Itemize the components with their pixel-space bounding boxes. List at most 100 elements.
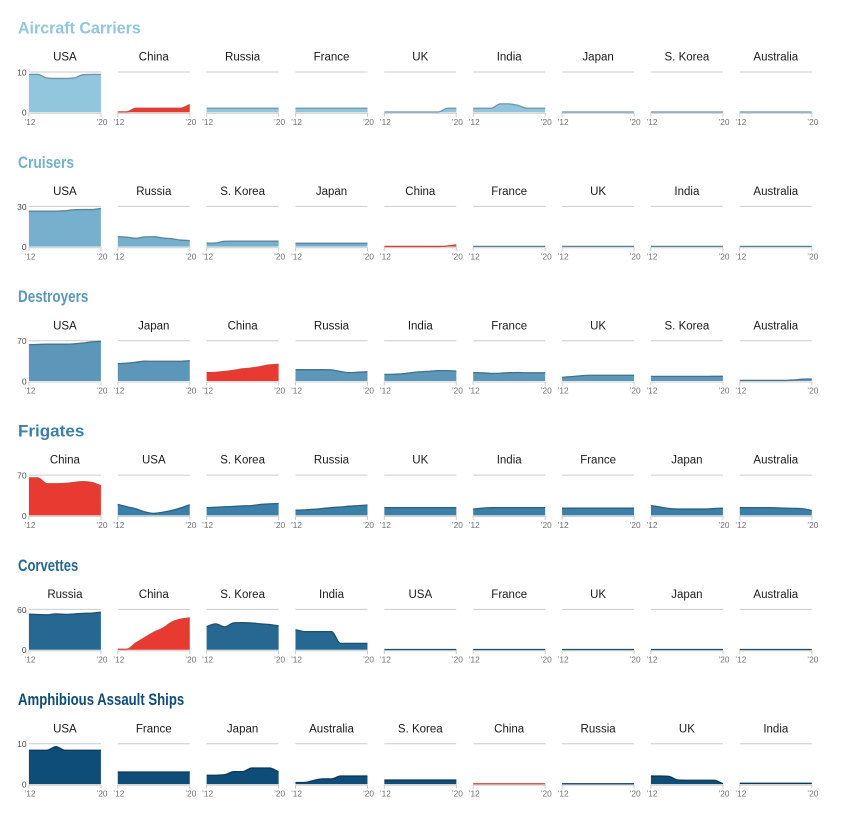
svg-text:’12: ’12: [646, 386, 657, 396]
svg-text:60: 60: [17, 605, 27, 615]
svg-text:’20: ’20: [807, 520, 818, 530]
svg-text:Russia: Russia: [225, 52, 261, 64]
svg-text:’12: ’12: [291, 789, 302, 799]
svg-text:’20: ’20: [541, 117, 552, 127]
svg-text:Russia: Russia: [314, 320, 350, 332]
svg-text:Cruisers: Cruisers: [18, 153, 74, 172]
svg-text:’12: ’12: [735, 117, 746, 127]
svg-text:UK: UK: [590, 320, 606, 332]
svg-text:’12: ’12: [24, 251, 35, 261]
svg-text:’12: ’12: [24, 789, 35, 799]
svg-text:’12: ’12: [113, 789, 124, 799]
svg-text:’12: ’12: [558, 117, 569, 127]
svg-text:0: 0: [22, 645, 27, 655]
svg-text:’12: ’12: [24, 520, 35, 530]
svg-text:’12: ’12: [469, 789, 480, 799]
svg-text:UK: UK: [679, 723, 695, 735]
svg-text:’20: ’20: [185, 251, 196, 261]
svg-text:India: India: [497, 455, 523, 467]
svg-text:’20: ’20: [96, 520, 107, 530]
svg-text:S. Korea: S. Korea: [220, 589, 265, 601]
svg-text:USA: USA: [142, 455, 166, 467]
svg-text:India: India: [319, 589, 345, 601]
svg-text:’12: ’12: [646, 117, 657, 127]
svg-text:’12: ’12: [735, 251, 746, 261]
svg-text:’20: ’20: [274, 520, 285, 530]
svg-text:’20: ’20: [807, 251, 818, 261]
svg-text:’12: ’12: [24, 654, 35, 664]
svg-text:Japan: Japan: [671, 455, 702, 467]
svg-text:’20: ’20: [274, 251, 285, 261]
svg-text:’20: ’20: [363, 251, 374, 261]
svg-text:China: China: [50, 455, 81, 467]
svg-text:China: China: [228, 320, 259, 332]
svg-text:’12: ’12: [202, 520, 213, 530]
svg-text:70: 70: [17, 471, 27, 481]
svg-text:’20: ’20: [718, 789, 729, 799]
svg-text:Corvettes: Corvettes: [18, 556, 78, 575]
svg-text:Japan: Japan: [227, 723, 258, 735]
svg-text:Australia: Australia: [753, 589, 798, 601]
svg-text:’12: ’12: [558, 520, 569, 530]
svg-text:0: 0: [22, 376, 27, 386]
svg-text:India: India: [408, 320, 434, 332]
svg-text:’20: ’20: [541, 251, 552, 261]
svg-text:Japan: Japan: [582, 52, 613, 64]
svg-text:’12: ’12: [646, 520, 657, 530]
svg-text:0: 0: [22, 511, 27, 521]
svg-text:’20: ’20: [96, 654, 107, 664]
svg-text:’20: ’20: [185, 654, 196, 664]
svg-text:’12: ’12: [202, 251, 213, 261]
svg-text:France: France: [136, 723, 172, 735]
svg-text:’20: ’20: [541, 520, 552, 530]
svg-text:’20: ’20: [274, 654, 285, 664]
svg-text:0: 0: [22, 108, 27, 118]
svg-text:’12: ’12: [202, 789, 213, 799]
svg-text:China: China: [405, 186, 436, 198]
svg-text:UK: UK: [412, 455, 428, 467]
svg-text:’20: ’20: [274, 789, 285, 799]
svg-text:’12: ’12: [558, 789, 569, 799]
svg-text:India: India: [497, 52, 523, 64]
svg-text:’20: ’20: [96, 251, 107, 261]
svg-text:China: China: [139, 589, 170, 601]
svg-text:’12: ’12: [380, 789, 391, 799]
svg-text:0: 0: [22, 242, 27, 252]
svg-text:’12: ’12: [646, 251, 657, 261]
svg-text:’20: ’20: [452, 251, 463, 261]
svg-text:’20: ’20: [274, 117, 285, 127]
svg-text:France: France: [491, 186, 527, 198]
svg-text:’20: ’20: [718, 654, 729, 664]
svg-text:Australia: Australia: [753, 455, 798, 467]
svg-text:’12: ’12: [113, 251, 124, 261]
svg-text:India: India: [674, 186, 700, 198]
svg-text:’20: ’20: [363, 789, 374, 799]
svg-text:’12: ’12: [469, 251, 480, 261]
svg-text:’20: ’20: [630, 520, 641, 530]
svg-text:Russia: Russia: [47, 589, 83, 601]
svg-text:30: 30: [17, 202, 27, 212]
svg-text:’12: ’12: [380, 654, 391, 664]
svg-text:’20: ’20: [541, 789, 552, 799]
svg-text:’20: ’20: [274, 386, 285, 396]
svg-text:Japan: Japan: [671, 589, 702, 601]
svg-text:’12: ’12: [291, 386, 302, 396]
svg-text:Australia: Australia: [753, 52, 798, 64]
svg-text:Destroyers: Destroyers: [18, 287, 88, 306]
svg-text:’12: ’12: [291, 654, 302, 664]
svg-text:’12: ’12: [646, 654, 657, 664]
svg-text:’12: ’12: [735, 789, 746, 799]
svg-text:USA: USA: [53, 186, 77, 198]
svg-text:S. Korea: S. Korea: [220, 186, 265, 198]
svg-text:’12: ’12: [558, 654, 569, 664]
svg-text:’20: ’20: [452, 117, 463, 127]
svg-text:’20: ’20: [807, 117, 818, 127]
svg-text:’20: ’20: [718, 117, 729, 127]
svg-text:’20: ’20: [452, 654, 463, 664]
svg-text:’20: ’20: [630, 789, 641, 799]
svg-text:10: 10: [17, 67, 27, 77]
svg-text:’20: ’20: [185, 386, 196, 396]
svg-text:Australia: Australia: [753, 320, 798, 332]
svg-text:India: India: [763, 723, 789, 735]
svg-text:Russia: Russia: [136, 186, 172, 198]
